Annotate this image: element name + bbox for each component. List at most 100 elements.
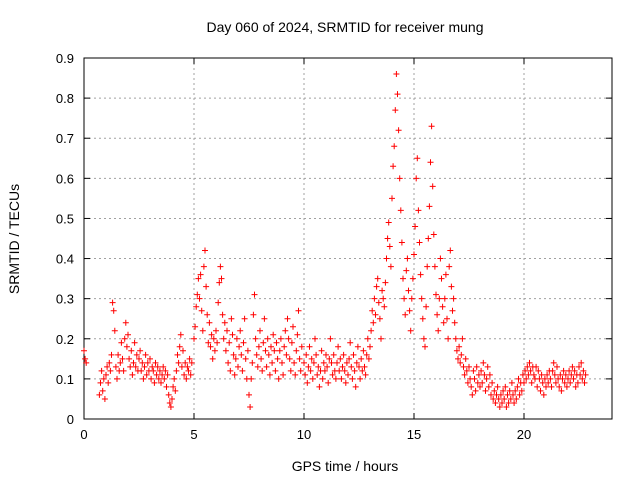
data-point: [186, 355, 193, 362]
data-point: [224, 327, 230, 334]
data-point: [500, 387, 507, 394]
data-point: [188, 359, 195, 366]
data-point: [183, 375, 190, 382]
data-point: [318, 347, 325, 354]
data-point: [397, 207, 404, 214]
data-point: [167, 403, 174, 410]
data-point: [254, 363, 261, 370]
data-point: [235, 363, 241, 370]
data-point: [557, 371, 564, 378]
data-point: [371, 295, 378, 302]
data-point: [560, 367, 567, 374]
data-point: [138, 367, 145, 374]
data-point: [419, 315, 426, 322]
data-point: [339, 363, 346, 370]
data-point: [471, 375, 478, 382]
data-point: [354, 343, 361, 350]
data-point: [314, 371, 321, 378]
data-point: [194, 291, 201, 298]
data-point: [286, 355, 293, 362]
data-point: [425, 235, 432, 242]
data-point: [543, 383, 549, 390]
data-point: [83, 359, 90, 366]
data-point: [150, 367, 157, 374]
data-point: [530, 371, 537, 378]
data-point: [260, 339, 267, 346]
data-point: [485, 383, 492, 390]
data-point: [119, 355, 126, 362]
data-point: [561, 379, 568, 386]
data-point: [253, 351, 260, 358]
data-point: [159, 371, 166, 378]
data-point: [166, 399, 173, 406]
data-point: [250, 311, 257, 318]
data-point: [431, 263, 438, 270]
grid-lines: [84, 58, 612, 419]
data-point: [507, 395, 514, 402]
data-point: [282, 327, 289, 334]
data-point: [365, 355, 372, 362]
data-point: [252, 335, 259, 342]
data-point: [231, 371, 238, 378]
data-point: [391, 143, 398, 150]
y-tick-label: 0.2: [56, 332, 74, 347]
data-point: [242, 355, 249, 362]
data-point: [452, 335, 459, 342]
data-point: [103, 371, 109, 378]
data-point: [416, 239, 423, 246]
data-point: [196, 295, 203, 302]
data-point: [572, 383, 579, 390]
data-point: [426, 203, 433, 210]
data-point: [303, 351, 310, 358]
data-point: [479, 379, 486, 386]
data-point: [248, 375, 255, 382]
data-point: [549, 367, 556, 374]
data-point: [504, 391, 511, 398]
data-point: [381, 303, 388, 310]
data-point: [309, 375, 316, 382]
data-point: [541, 375, 548, 382]
data-point: [491, 387, 498, 394]
data-point: [393, 71, 400, 78]
data-point: [185, 367, 192, 374]
data-point: [133, 351, 140, 358]
data-point: [430, 231, 437, 238]
data-point: [516, 391, 523, 398]
data-point: [423, 303, 430, 310]
data-point: [346, 355, 353, 362]
data-point: [363, 351, 370, 358]
data-point: [551, 371, 558, 378]
data-point: [501, 395, 508, 402]
data-point: [519, 371, 526, 378]
data-point: [384, 235, 391, 242]
y-tick-label: 0.9: [56, 51, 74, 66]
data-point: [193, 303, 200, 310]
data-point: [513, 395, 520, 402]
data-point: [472, 387, 479, 394]
data-point: [158, 379, 164, 386]
data-point: [445, 335, 452, 342]
data-point: [460, 363, 467, 370]
data-point: [466, 363, 472, 370]
data-point: [161, 375, 168, 382]
data-point: [199, 327, 206, 334]
data-point: [197, 271, 204, 278]
data-point: [332, 375, 339, 382]
data-point: [117, 359, 124, 366]
data-point: [290, 323, 296, 330]
data-point: [269, 359, 276, 366]
data-point: [96, 391, 103, 398]
data-point: [544, 371, 551, 378]
x-tick-label: 0: [80, 427, 87, 442]
data-point: [271, 347, 278, 354]
data-point: [571, 367, 578, 374]
data-point: [295, 307, 302, 314]
data-point: [456, 343, 463, 350]
data-point: [527, 367, 534, 374]
data-point: [568, 371, 575, 378]
data-point: [216, 279, 223, 286]
data-point: [338, 375, 345, 382]
data-point: [582, 371, 589, 378]
data-point: [315, 363, 322, 370]
data-point: [404, 255, 411, 262]
